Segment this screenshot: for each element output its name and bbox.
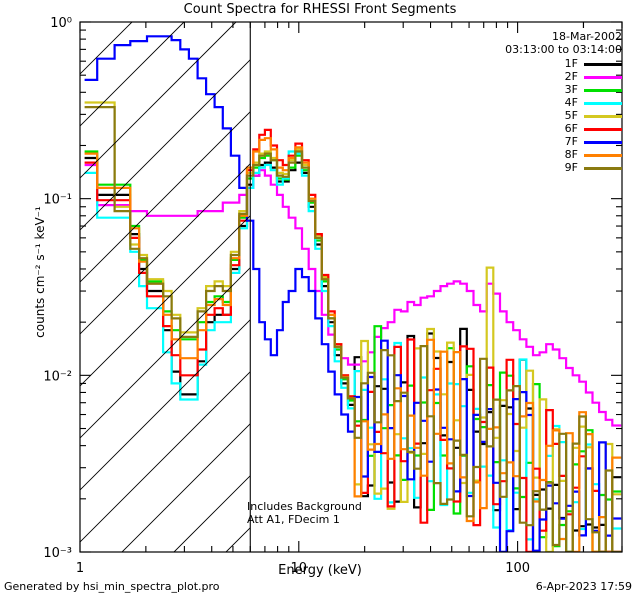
legend-date: 18-Mar-2002 [552, 30, 622, 43]
x-tick-label: 100 [505, 561, 530, 576]
legend-label: 2F [564, 70, 578, 83]
legend-swatch [584, 115, 622, 118]
legend-label: 5F [564, 109, 578, 122]
series-9f [84, 106, 622, 552]
legend-swatch [584, 141, 622, 144]
y-tick-label: 10⁻³ [43, 546, 72, 561]
y-axis-label: counts cm⁻² s⁻¹ keV⁻¹ [33, 206, 47, 338]
legend-label: 3F [564, 83, 578, 96]
series-1f [84, 156, 622, 552]
x-axis-label: Energy (keV) [278, 563, 362, 578]
x-tick-label: 10 [291, 561, 308, 576]
legend-label: 7F [564, 135, 578, 148]
y-tick-label: 10⁻¹ [43, 193, 72, 208]
legend-swatch [584, 102, 622, 105]
legend-label: 4F [564, 96, 578, 109]
series-2f [84, 163, 622, 427]
y-tick-label: 10⁻² [43, 369, 72, 384]
series-8f [84, 137, 622, 552]
legend-label: 6F [564, 122, 578, 135]
page-title: Count Spectra for RHESSI Front Segments [183, 2, 457, 17]
y-tick-label: 10⁰ [50, 16, 72, 31]
annotation-attenuator: Att A1, FDecim 1 [247, 513, 340, 526]
legend-label: 9F [564, 161, 578, 174]
footer-timestamp: 6-Apr-2023 17:59 [535, 580, 632, 593]
legend-label: 1F [564, 57, 578, 70]
legend-swatch [584, 154, 622, 157]
legend-swatch [584, 128, 622, 131]
legend-swatch [584, 89, 622, 92]
x-tick-label: 1 [76, 561, 84, 576]
legend-swatch [584, 167, 622, 170]
legend-label: 8F [564, 148, 578, 161]
legend-swatch [584, 76, 622, 79]
legend-time-range: 03:13:00 to 03:14:00 [505, 43, 622, 56]
footer-generator: Generated by hsi_min_spectra_plot.pro [4, 580, 220, 593]
legend-swatch [584, 63, 622, 66]
annotation-background: Includes Background [247, 500, 362, 513]
